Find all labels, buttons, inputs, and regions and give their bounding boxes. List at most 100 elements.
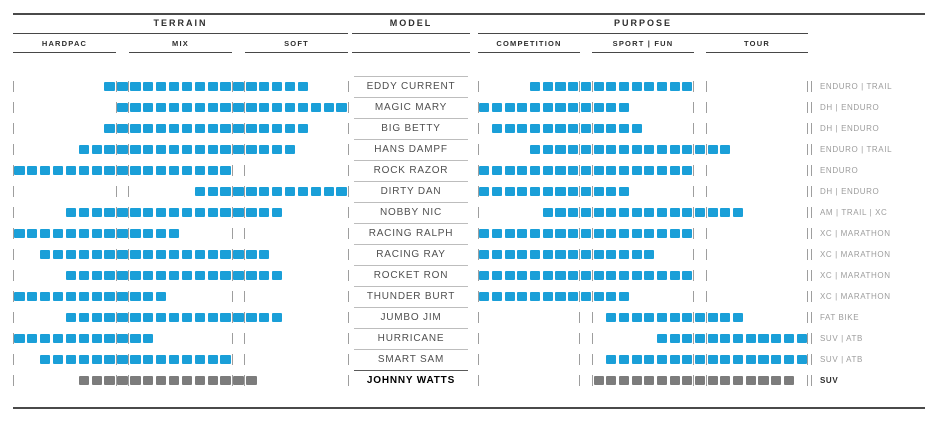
rating-segment bbox=[14, 165, 25, 175]
rating-segment bbox=[194, 354, 205, 364]
subheader-sport-fun: SPORT | FUN bbox=[612, 39, 674, 48]
subheader-tour: TOUR bbox=[744, 39, 770, 48]
rating-segment bbox=[143, 354, 154, 364]
rating-segment bbox=[233, 102, 244, 112]
section-tick bbox=[115, 332, 117, 344]
rating-segment bbox=[233, 249, 244, 259]
category-label: XC | MARATHON bbox=[820, 291, 891, 301]
rating-segment bbox=[91, 228, 102, 238]
rating-segment bbox=[542, 123, 553, 133]
rating-segment bbox=[246, 312, 257, 322]
purpose-bar bbox=[477, 307, 809, 328]
rating-segment bbox=[117, 333, 128, 343]
rating-segment bbox=[656, 375, 668, 385]
rating-segment bbox=[618, 375, 629, 385]
rating-segment bbox=[707, 354, 718, 364]
rating-segment bbox=[117, 228, 128, 238]
rating-segment bbox=[40, 228, 51, 238]
terrain-bar bbox=[12, 139, 349, 160]
section-tick bbox=[693, 332, 695, 344]
rating-segment bbox=[246, 102, 257, 112]
rating-segment bbox=[593, 207, 604, 217]
terrain-bar bbox=[12, 160, 349, 181]
label-divider-tick bbox=[811, 185, 812, 197]
section-tick bbox=[347, 290, 349, 302]
rating-segment bbox=[104, 270, 115, 280]
rating-segment bbox=[479, 186, 490, 196]
rating-segment bbox=[78, 207, 89, 217]
rating-segment bbox=[297, 123, 309, 133]
rating-segment bbox=[618, 354, 629, 364]
model-row-separator bbox=[354, 181, 468, 182]
rating-segment bbox=[783, 333, 794, 343]
rating-segment bbox=[233, 144, 244, 154]
rating-segment bbox=[52, 354, 64, 364]
section-tick bbox=[347, 164, 349, 176]
rating-segment bbox=[117, 312, 128, 322]
section-tick bbox=[115, 101, 117, 113]
mix-underline bbox=[129, 52, 232, 53]
section-tick bbox=[591, 185, 593, 197]
rating-segment bbox=[491, 165, 503, 175]
rating-segment bbox=[682, 354, 693, 364]
rating-segment bbox=[618, 81, 629, 91]
rating-segment bbox=[606, 291, 617, 301]
model-row-separator bbox=[354, 202, 468, 203]
rating-segment bbox=[504, 228, 515, 238]
section-tick bbox=[115, 143, 117, 155]
rating-segment bbox=[555, 249, 566, 259]
rating-segment bbox=[606, 354, 617, 364]
rating-segment bbox=[618, 144, 629, 154]
section-tick bbox=[244, 311, 246, 323]
rating-segment bbox=[272, 186, 283, 196]
rating-segment bbox=[631, 144, 642, 154]
rating-segment bbox=[530, 249, 541, 259]
rating-segment bbox=[52, 291, 64, 301]
section-tick bbox=[128, 311, 130, 323]
model-row-separator bbox=[354, 118, 468, 119]
section-tick bbox=[115, 311, 117, 323]
table-row: HURRICANE SUV | ATB bbox=[0, 328, 937, 349]
rating-segment bbox=[555, 186, 566, 196]
rating-segment bbox=[669, 81, 680, 91]
rating-segment bbox=[479, 291, 490, 301]
purpose-group-header: PURPOSE bbox=[613, 18, 672, 28]
rating-segment bbox=[117, 354, 128, 364]
rating-segment bbox=[65, 228, 77, 238]
rating-segment bbox=[168, 123, 180, 133]
table-row: THUNDER BURT XC | MARATHON bbox=[0, 286, 937, 307]
rating-segment bbox=[220, 123, 231, 133]
rating-segment bbox=[207, 249, 218, 259]
rating-segment bbox=[207, 186, 218, 196]
section-tick bbox=[347, 122, 349, 134]
rating-segment bbox=[796, 333, 807, 343]
rating-segment bbox=[233, 312, 244, 322]
section-tick bbox=[128, 164, 130, 176]
rating-segment bbox=[517, 249, 528, 259]
section-tick bbox=[693, 227, 695, 239]
purpose-bar bbox=[477, 349, 809, 370]
rating-segment bbox=[479, 270, 490, 280]
section-tick bbox=[579, 143, 581, 155]
rating-segment bbox=[168, 312, 180, 322]
section-tick bbox=[807, 101, 809, 113]
purpose-bar bbox=[477, 370, 809, 391]
section-tick bbox=[231, 332, 233, 344]
rating-segment bbox=[194, 102, 205, 112]
rating-segment bbox=[631, 207, 642, 217]
section-tick bbox=[591, 101, 593, 113]
rating-segment bbox=[194, 207, 205, 217]
rating-segment bbox=[207, 144, 218, 154]
rating-segment bbox=[758, 354, 769, 364]
section-tick bbox=[12, 248, 14, 260]
section-tick bbox=[477, 332, 479, 344]
section-tick bbox=[477, 185, 479, 197]
section-tick bbox=[807, 164, 809, 176]
rating-segment bbox=[733, 375, 744, 385]
section-tick bbox=[591, 206, 593, 218]
subheader-competition: COMPETITION bbox=[496, 39, 562, 48]
rating-segment bbox=[78, 249, 89, 259]
section-tick bbox=[347, 143, 349, 155]
rating-segment bbox=[656, 165, 668, 175]
rating-segment bbox=[65, 165, 77, 175]
